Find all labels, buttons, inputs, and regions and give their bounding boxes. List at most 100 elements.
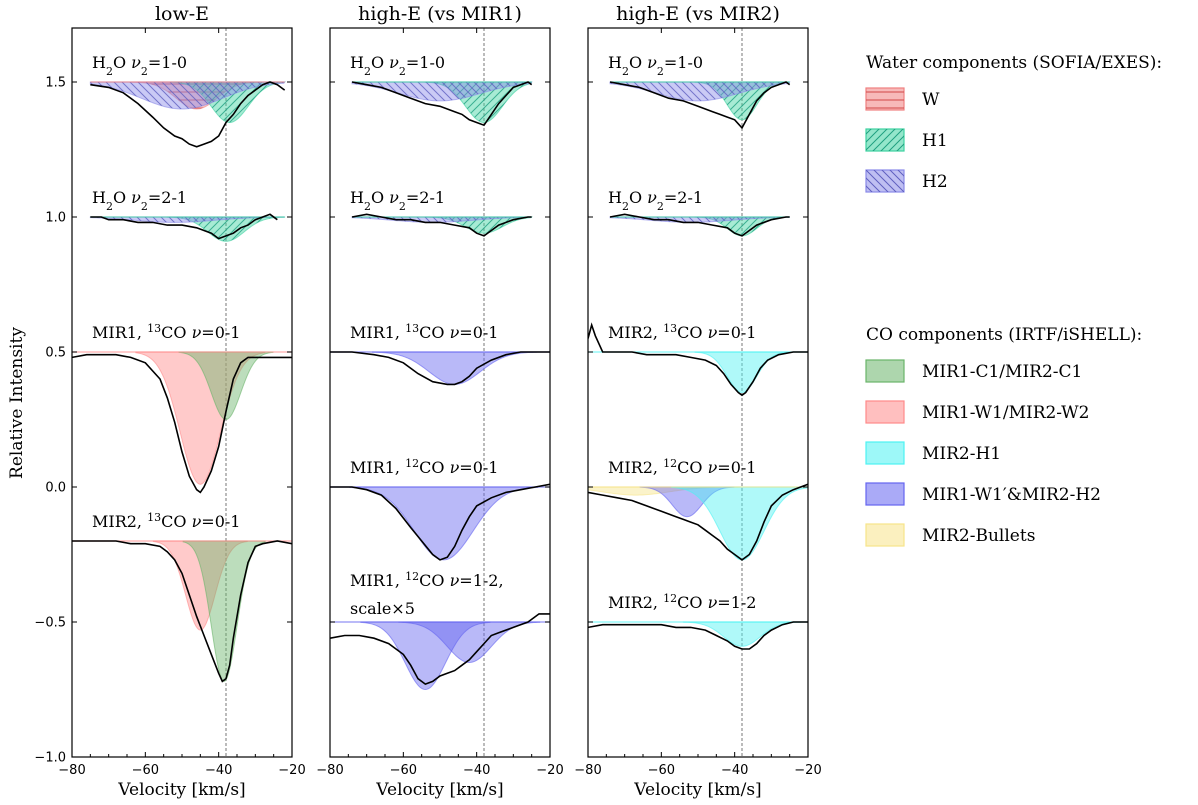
legend-label: H2	[922, 172, 948, 192]
legend-swatch	[865, 400, 905, 424]
track-label-part: CO	[677, 458, 707, 477]
track-label-part: 12	[663, 592, 677, 605]
track-label-part: O	[371, 53, 389, 72]
legend-label: MIR1-C1/MIR2-C1	[922, 362, 1082, 382]
legend-swatch	[865, 359, 905, 383]
track-label-part: O	[629, 188, 647, 207]
x-tick-label: −40	[463, 763, 490, 778]
panel-plot-area	[72, 28, 292, 757]
x-tick-label: −40	[205, 763, 232, 778]
track-2-3	[588, 483, 808, 561]
track-label-part: =0-1	[717, 458, 756, 477]
track-label-part: ν	[192, 512, 202, 531]
track-label-part: 2	[622, 200, 629, 213]
track-label-part: 13	[147, 511, 161, 524]
observed-spectrum	[90, 81, 286, 148]
track-label-part: 2	[141, 65, 148, 78]
track-label-part: 2	[106, 65, 113, 78]
track-label-part: O	[113, 53, 131, 72]
panel-plot-area	[588, 28, 808, 757]
track-label-part: ν	[708, 323, 718, 342]
track-1-1	[351, 213, 534, 237]
x-tick-label: −80	[58, 763, 85, 778]
y-tick-label: 1.5	[45, 76, 66, 91]
x-tick-label: −60	[648, 763, 675, 778]
track-label-part: ν	[708, 458, 718, 477]
y-tick-label: −0.5	[34, 616, 66, 631]
track-label: MIR1, 13CO ν=0-1	[350, 322, 498, 343]
track-label-part: H	[608, 188, 622, 207]
component-hatch	[352, 217, 532, 223]
track-1-3	[330, 483, 550, 561]
track-label: H2O ν2=1-0	[350, 53, 445, 78]
y-tick-label: 1.0	[45, 211, 66, 226]
track-label-part: =0-1	[459, 458, 498, 477]
track-label-part: MIR1,	[350, 323, 405, 342]
x-tick-label: −40	[721, 763, 748, 778]
observed-spectrum	[588, 621, 808, 650]
track-label-part: 2	[399, 65, 406, 78]
component-W1pH2	[360, 621, 491, 691]
legend-swatch	[865, 482, 905, 506]
track-label: MIR1, 12CO ν=0-1	[350, 457, 498, 478]
panel-title: high-E (vs MIR1)	[358, 3, 522, 25]
component-W1pH2	[639, 486, 735, 518]
track-label-part: 2	[657, 65, 664, 78]
track-0-0	[89, 81, 287, 148]
x-tick-label: −80	[574, 763, 601, 778]
track-label-part: ν	[450, 571, 460, 590]
panel-frame	[587, 27, 809, 758]
track-label: H2O ν2=2-1	[608, 188, 703, 213]
track-1-4	[330, 613, 550, 691]
track-label-part: 2	[364, 65, 371, 78]
track-label-part: 2	[399, 200, 406, 213]
observed-spectrum	[330, 483, 550, 561]
track-0-3	[72, 540, 292, 683]
legend-swatch	[865, 441, 905, 465]
track-label-part: ν	[192, 323, 202, 342]
x-tick-label: −60	[390, 763, 417, 778]
track-label-part: 2	[141, 200, 148, 213]
track-label-part: CO	[677, 323, 707, 342]
track-label-part: 2	[657, 200, 664, 213]
track-label-part: H	[350, 53, 364, 72]
y-tick-label: −1.0	[34, 751, 66, 766]
track-label-part: O	[629, 53, 647, 72]
component-hatch	[352, 82, 532, 101]
track-label-part: =2-1	[148, 188, 187, 207]
track-label-part: ν	[450, 458, 460, 477]
panel-title: low-E	[155, 3, 209, 25]
component-MIR2H1	[682, 621, 802, 647]
track-label: H2O ν2=2-1	[92, 188, 187, 213]
legend-label: H1	[922, 131, 948, 151]
track-label: MIR1, 12CO ν=1-2,	[350, 570, 504, 591]
legend-water: Water components (SOFIA/EXES): W H1 H2	[865, 53, 1162, 193]
track-label: H2O ν2=1-0	[608, 53, 703, 78]
track-label-part: 13	[663, 322, 677, 335]
legend-swatch-hatch	[866, 170, 904, 192]
y-tick-label: 0.5	[45, 346, 66, 361]
track-label-part: ν	[131, 53, 141, 72]
observed-spectrum	[72, 353, 292, 494]
track-label-part: H	[92, 188, 106, 207]
component-hatch	[610, 217, 790, 223]
component-hatch	[610, 82, 790, 101]
track-label-part: 2	[106, 200, 113, 213]
track-label-part: MIR2,	[608, 593, 663, 612]
track-label-part: =1-0	[664, 53, 703, 72]
track-label-part: 2	[622, 65, 629, 78]
observed-spectrum	[330, 613, 550, 685]
track-label-part: MIR2,	[608, 323, 663, 342]
track-label-part: =2-1	[664, 188, 703, 207]
track-label-part: ν	[647, 53, 657, 72]
observed-spectrum	[351, 81, 533, 127]
component-W1pH2	[349, 486, 539, 561]
track-label-part: CO	[419, 458, 449, 477]
track-2-0	[609, 81, 791, 130]
track-label-part: =0-1	[201, 323, 240, 342]
observed-spectrum	[90, 213, 278, 240]
track-label-line2: scale×5	[350, 599, 415, 618]
